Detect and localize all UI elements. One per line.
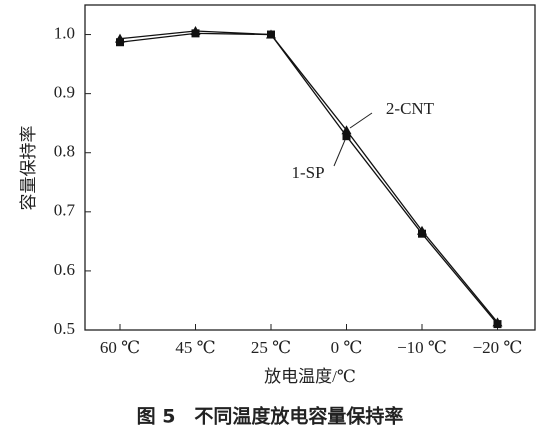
marker: [341, 125, 352, 135]
marker: [417, 225, 427, 235]
x-axis-label: 放电温度/℃: [264, 367, 356, 386]
series-line: [119, 30, 499, 323]
caption: 图 5 不同温度放电容量保持率: [137, 405, 404, 428]
y-tick-label: 0.9: [54, 83, 75, 102]
series-annotation: 1-SP: [291, 163, 324, 182]
plot-frame: [84, 4, 536, 331]
x-tick-label: −10 ℃: [397, 338, 447, 357]
x-tick-label: −20 ℃: [473, 338, 523, 357]
marker: [492, 317, 503, 327]
y-tick-label: 0.7: [54, 201, 76, 220]
series-annotation: 2-CNT: [386, 99, 435, 118]
marker: [115, 33, 125, 43]
leader-line: [333, 139, 346, 167]
y-tick-label: 1.0: [54, 23, 75, 42]
x-tick-label: 0 ℃: [331, 338, 363, 357]
y-tick-label: 0.5: [54, 319, 75, 338]
y-tick-label: 0.8: [54, 142, 75, 161]
marker: [190, 26, 201, 35]
x-tick-label: 25 ℃: [251, 338, 291, 357]
x-tick-label: 45 ℃: [175, 338, 215, 357]
marker: [342, 132, 351, 141]
y-tick-label: 0.6: [54, 260, 75, 279]
x-tick-label: 60 ℃: [100, 338, 140, 357]
series-line: [119, 32, 498, 325]
marker: [266, 29, 276, 39]
y-axis-label: 容量保持率: [19, 126, 38, 211]
leader-line: [349, 112, 373, 129]
